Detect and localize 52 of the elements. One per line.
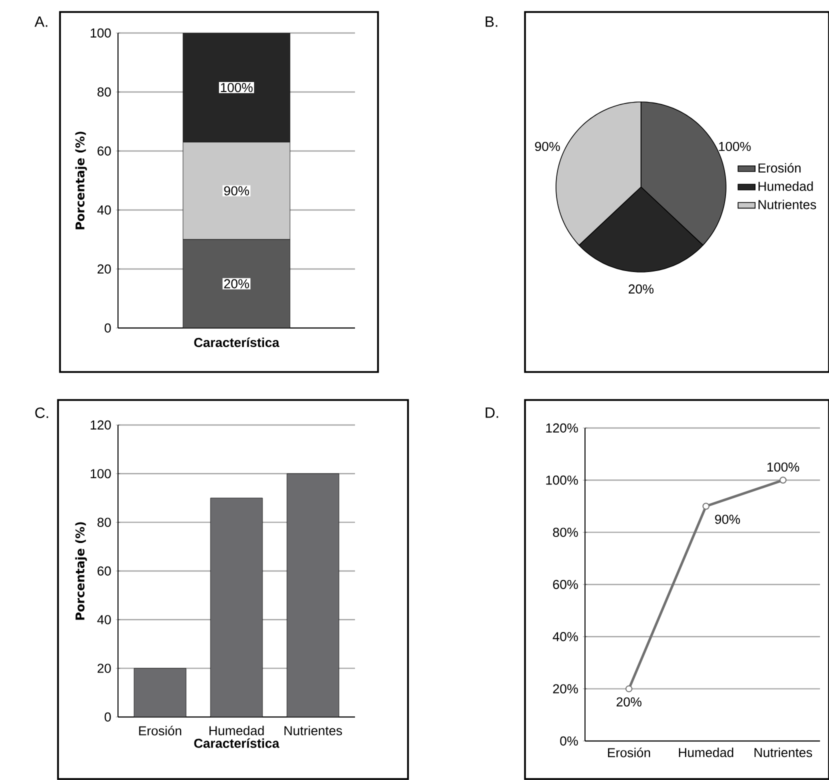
y-tick-label: 40 — [97, 205, 111, 215]
chart-title: A. — [34, 16, 48, 27]
annotation: 100% — [220, 82, 253, 92]
point — [702, 502, 710, 510]
y-tick-label: 60 — [98, 146, 111, 156]
y-tick-label: 60 — [98, 566, 111, 576]
bar — [286, 473, 340, 717]
y-tick-label: 60% — [553, 580, 578, 590]
data-label: 100% — [767, 462, 800, 472]
chart-title: D. — [486, 408, 498, 418]
y-tick-label: 20 — [98, 664, 111, 673]
x-tick-label: Nutrientes — [754, 748, 812, 758]
y-tick-label: 120 — [90, 420, 111, 430]
y-tick-label: 120% — [546, 423, 578, 433]
bar — [134, 668, 186, 717]
x-axis-title: Característica — [194, 738, 280, 748]
y-tick-label: 0 — [104, 712, 111, 722]
y-tick-label: 0% — [560, 736, 578, 746]
y-tick-label: 40% — [552, 632, 578, 642]
legend-label: Erosión — [758, 162, 801, 173]
y-tick-label: 100 — [90, 469, 111, 478]
data-label: 90% — [715, 514, 740, 524]
y-tick-label: 20% — [553, 684, 578, 694]
x-axis-title: Característica — [194, 337, 280, 348]
x-tick-label: Humedad — [678, 748, 734, 758]
y-tick-label: 20 — [98, 264, 111, 274]
y-tick-label: 100% — [546, 476, 578, 485]
x-tick-label: Erosión — [139, 726, 182, 736]
annotation: 90% — [224, 186, 250, 196]
y-tick-label: 40 — [97, 615, 111, 624]
point — [780, 476, 787, 484]
y-tick-label: 80% — [553, 528, 578, 537]
y-tick-label: 80 — [98, 87, 111, 97]
chart-title: C. — [35, 408, 48, 418]
x-tick-label: Humedad — [209, 726, 264, 736]
text: 90% — [535, 142, 560, 152]
x-tick-label: Erosión — [608, 748, 650, 758]
data-label: 20% — [616, 697, 642, 706]
legend-label: Humedad — [758, 181, 813, 191]
point — [625, 685, 632, 692]
y-tick-label: 80 — [98, 518, 111, 527]
y-tick-label: 100 — [90, 28, 111, 38]
text: 100% — [719, 142, 751, 152]
y-axis-title: Porcentaje (%) — [75, 522, 87, 620]
y-tick-label: 0 — [104, 323, 111, 333]
y-axis-title: Porcentaje (%) — [75, 132, 87, 230]
annotation: 20% — [224, 279, 250, 288]
legend-label: Nutrientes — [758, 200, 816, 210]
bar — [210, 498, 263, 717]
chart-title: B. — [486, 16, 498, 27]
text: 20% — [628, 284, 654, 294]
x-tick-label: Nutrientes — [284, 726, 342, 736]
